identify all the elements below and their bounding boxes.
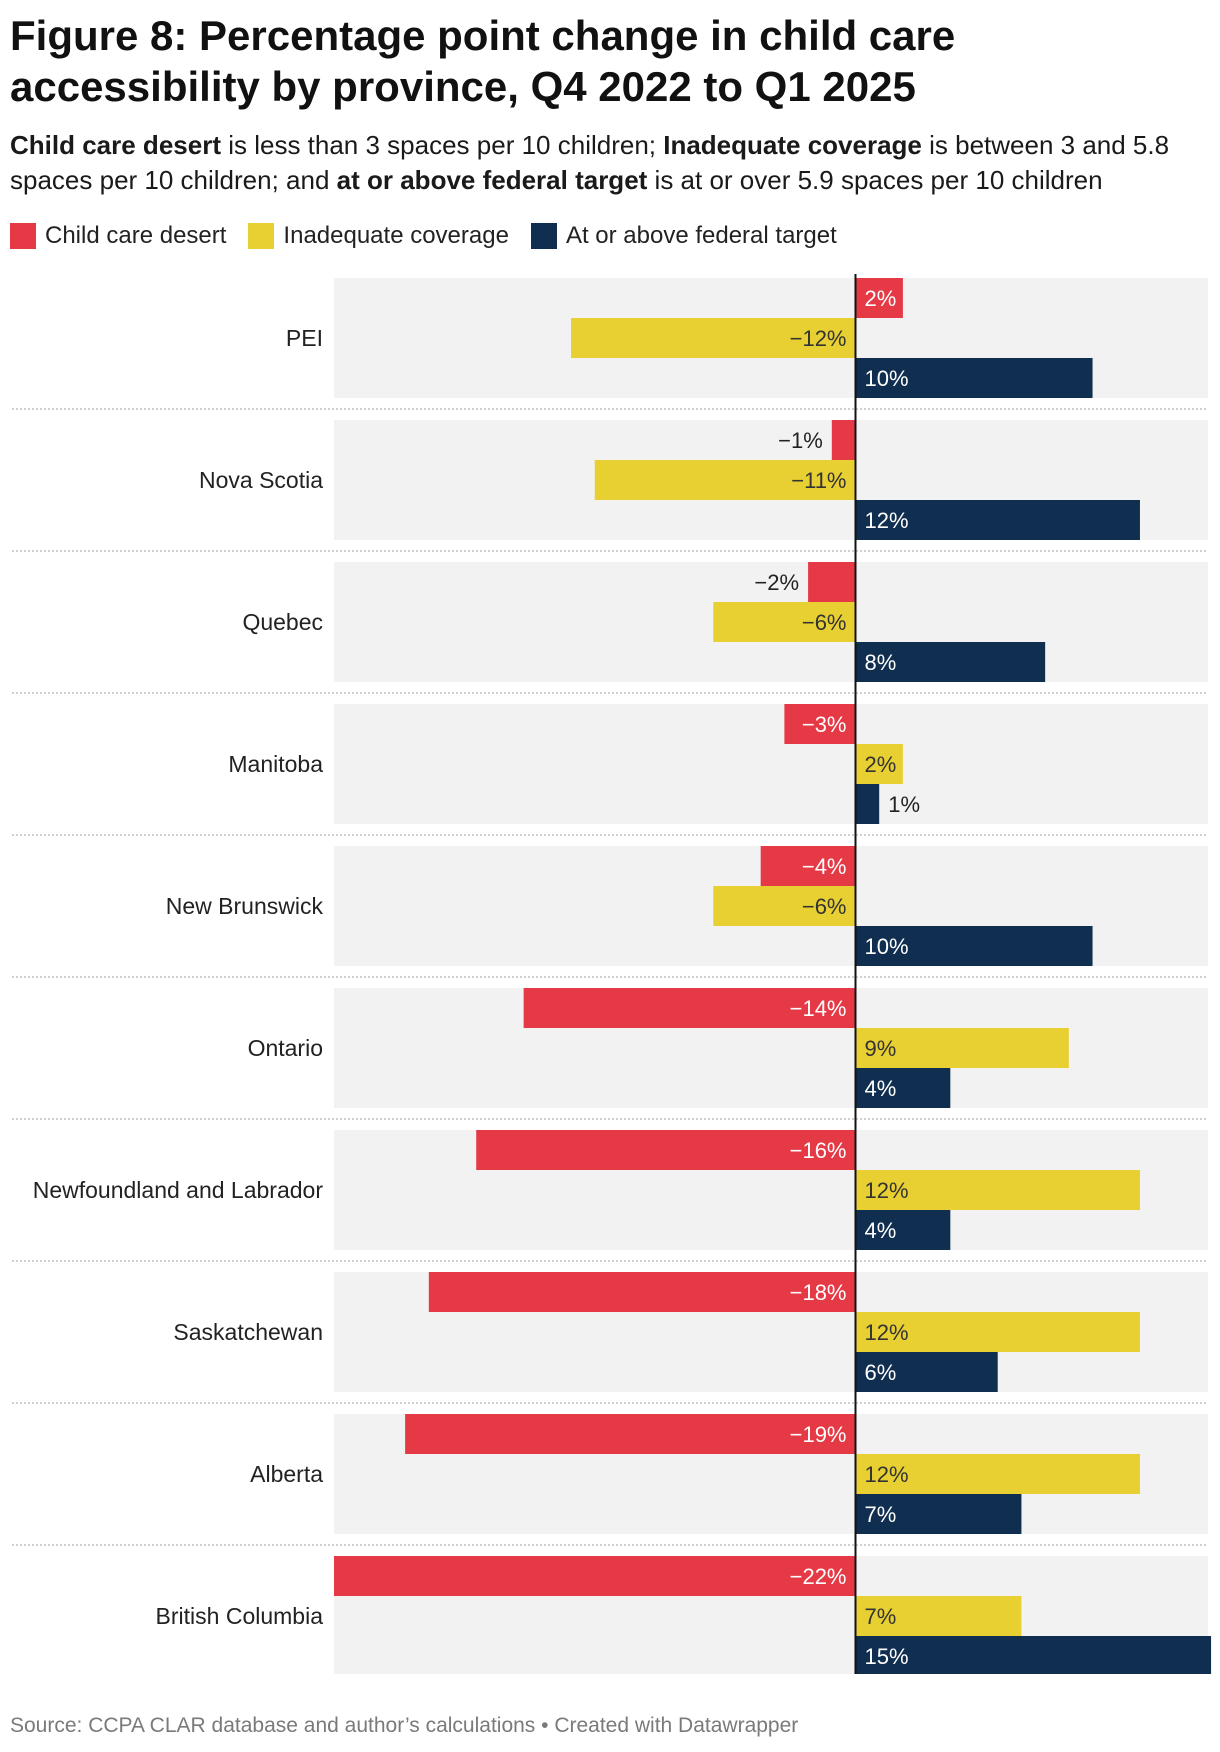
- data-label-target-manitoba: 1%: [888, 792, 920, 817]
- subtitle-target-text: is at or over 5.9 spaces per 10 children: [647, 165, 1103, 195]
- category-label-ontario: Ontario: [248, 1035, 323, 1061]
- row-band-manitoba: [334, 704, 1208, 824]
- bar-desert-quebec: [808, 562, 856, 602]
- subtitle-inadequate-text: is between 3 and 5.8 spaces per 10 child…: [10, 130, 1170, 195]
- category-label-quebec: Quebec: [242, 609, 323, 635]
- category-label-british-columbia: British Columbia: [156, 1603, 324, 1629]
- category-label-saskatchewan: Saskatchewan: [173, 1319, 323, 1345]
- subtitle-inadequate-term: Inadequate coverage: [663, 130, 922, 160]
- category-label-manitoba: Manitoba: [228, 751, 323, 777]
- data-label-desert-pei: 2%: [865, 286, 897, 311]
- source-note: Source: CCPA CLAR database and author’s …: [10, 1714, 799, 1737]
- bar-desert-nova-scotia: [831, 420, 856, 460]
- data-label-desert-manitoba: −3%: [802, 712, 847, 737]
- data-label-desert-ontario: −14%: [790, 996, 847, 1021]
- category-label-pei: PEI: [286, 325, 323, 351]
- chart-legend: Child care desert Inadequate coverage At…: [10, 221, 859, 251]
- subtitle-desert-text: is less than 3 spaces per 10 children;: [220, 130, 664, 160]
- bar-inadequate-manitoba: [855, 744, 903, 784]
- bar-target-british-columbia: [855, 1636, 1212, 1674]
- bar-desert-new-brunswick: [760, 846, 856, 886]
- bar-inadequate-british-columbia: [855, 1596, 1022, 1636]
- data-label-desert-quebec: −2%: [754, 570, 799, 595]
- data-label-inadequate-manitoba: 2%: [865, 752, 897, 777]
- data-label-target-new-brunswick: 10%: [865, 934, 909, 959]
- data-label-target-quebec: 8%: [865, 650, 897, 675]
- data-label-desert-new-brunswick: −4%: [802, 854, 847, 879]
- data-label-inadequate-ontario: 9%: [865, 1036, 897, 1061]
- data-label-inadequate-new-brunswick: −6%: [802, 894, 847, 919]
- chart-subtitle: Child care desert is less than 3 spaces …: [10, 128, 1215, 198]
- legend-label-desert: Child care desert: [45, 222, 227, 249]
- bar-desert-saskatchewan: [428, 1272, 856, 1312]
- data-label-target-nova-scotia: 12%: [865, 508, 909, 533]
- legend-swatch-inadequate: [248, 223, 275, 249]
- bar-target-new-brunswick: [855, 926, 1093, 966]
- data-label-inadequate-newfoundland-and-labrador: 12%: [865, 1178, 909, 1203]
- legend-swatch-target: [530, 223, 557, 249]
- chart-title: Figure 8: Percentage point change in chi…: [10, 12, 956, 110]
- data-label-inadequate-alberta: 12%: [865, 1462, 909, 1487]
- bar-target-ontario: [855, 1068, 951, 1108]
- bar-target-manitoba: [855, 784, 880, 824]
- category-label-nova-scotia: Nova Scotia: [199, 467, 323, 493]
- subtitle-desert-term: Child care desert: [10, 130, 221, 160]
- bar-inadequate-pei: [571, 318, 856, 358]
- legend-item-inadequate: Inadequate coverage: [248, 222, 509, 250]
- data-label-inadequate-pei: −12%: [790, 326, 847, 351]
- bar-target-quebec: [855, 642, 1046, 682]
- data-label-target-alberta: 7%: [865, 1502, 897, 1527]
- legend-item-target: At or above federal target: [530, 222, 837, 250]
- data-label-target-ontario: 4%: [865, 1076, 897, 1101]
- data-label-desert-saskatchewan: −18%: [790, 1280, 847, 1305]
- bar-target-nova-scotia: [855, 500, 1140, 540]
- bar-desert-ontario: [523, 988, 856, 1028]
- bar-inadequate-newfoundland-and-labrador: [855, 1170, 1140, 1210]
- bar-inadequate-quebec: [713, 602, 856, 642]
- data-label-inadequate-quebec: −6%: [802, 610, 847, 635]
- bar-desert-manitoba: [784, 704, 856, 744]
- bar-chart: PEI 2% −12% 10% Nova Scotia −1% −11% 12% Quebec −…: [12, 274, 1212, 1674]
- category-label-alberta: Alberta: [250, 1461, 323, 1487]
- bar-target-saskatchewan: [855, 1352, 998, 1392]
- bar-inadequate-alberta: [855, 1454, 1140, 1494]
- bar-target-alberta: [855, 1494, 1022, 1534]
- data-label-target-saskatchewan: 6%: [865, 1360, 897, 1385]
- bar-desert-newfoundland-and-labrador: [476, 1130, 856, 1170]
- data-label-desert-alberta: −19%: [790, 1422, 847, 1447]
- legend-label-target: At or above federal target: [565, 222, 837, 249]
- legend-swatch-desert: [10, 223, 36, 249]
- data-label-target-newfoundland-and-labrador: 4%: [865, 1218, 897, 1243]
- legend-label-inadequate: Inadequate coverage: [283, 222, 509, 249]
- subtitle-target-term: at or above federal target: [336, 165, 648, 195]
- bar-target-pei: [855, 358, 1093, 398]
- data-label-target-british-columbia: 15%: [865, 1644, 909, 1669]
- data-label-target-pei: 10%: [865, 366, 909, 391]
- data-label-desert-british-columbia: −22%: [790, 1564, 847, 1589]
- bar-inadequate-nova-scotia: [594, 460, 856, 500]
- bar-target-newfoundland-and-labrador: [855, 1210, 951, 1250]
- legend-item-desert: Child care desert: [10, 222, 226, 250]
- bar-desert-british-columbia: [334, 1556, 856, 1596]
- data-label-inadequate-saskatchewan: 12%: [865, 1320, 909, 1345]
- bar-desert-pei: [855, 278, 903, 318]
- data-label-inadequate-british-columbia: 7%: [865, 1604, 897, 1629]
- bar-desert-alberta: [405, 1414, 856, 1454]
- data-label-inadequate-nova-scotia: −11%: [791, 468, 846, 493]
- category-label-new-brunswick: New Brunswick: [166, 893, 324, 919]
- bar-inadequate-saskatchewan: [855, 1312, 1140, 1352]
- bar-inadequate-new-brunswick: [713, 886, 856, 926]
- category-label-newfoundland-and-labrador: Newfoundland and Labrador: [33, 1177, 324, 1203]
- bar-inadequate-ontario: [855, 1028, 1069, 1068]
- data-label-desert-nova-scotia: −1%: [778, 428, 823, 453]
- data-label-desert-newfoundland-and-labrador: −16%: [790, 1138, 847, 1163]
